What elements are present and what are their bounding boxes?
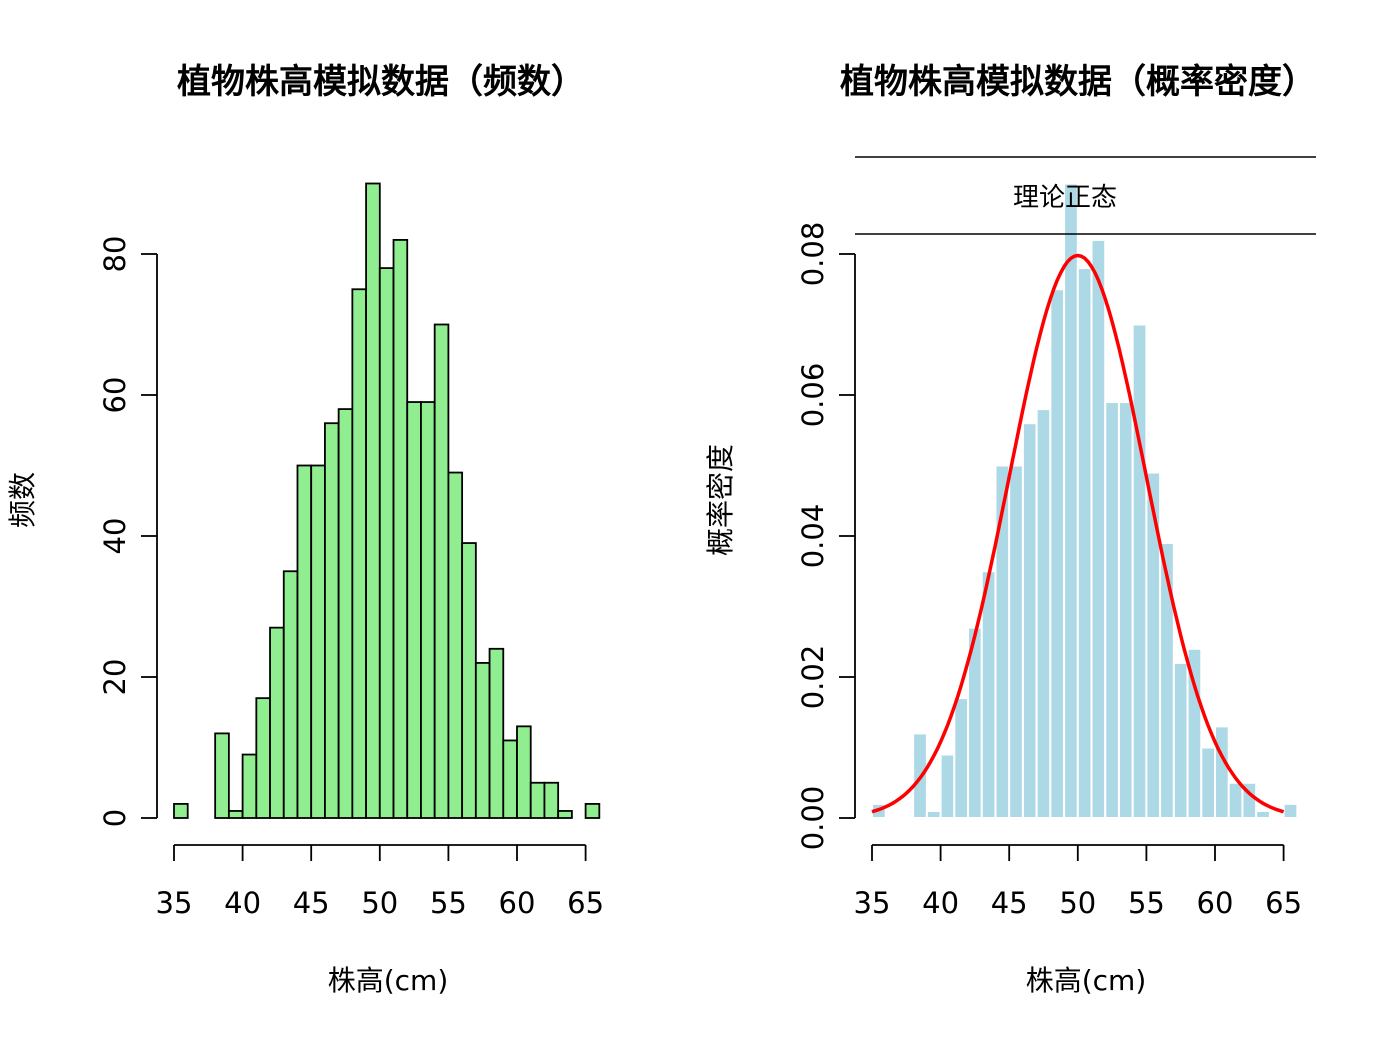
x-tick-label: 40 [224, 886, 261, 920]
histogram-bar [939, 753, 956, 819]
y-tick-label: 40 [98, 518, 132, 555]
y-axis-label-density: 概率密度 [704, 444, 737, 556]
x-tick-label: 60 [1197, 886, 1234, 920]
histogram-bar [1090, 238, 1107, 819]
histogram-bar [337, 408, 354, 819]
histogram-bar [255, 697, 271, 819]
histogram-bar [324, 422, 340, 819]
histogram-bar [1200, 746, 1217, 819]
histogram-bar [1117, 401, 1134, 819]
histogram-bar [447, 471, 464, 819]
histogram-bar [1227, 781, 1244, 819]
histogram-bar [1008, 464, 1024, 819]
histogram-density-panel: 植物株高模拟数据（概率密度） 理论正态 0.00 0.02 0.04 0.06 0.08… [704, 62, 1316, 997]
histogram-bar [351, 288, 367, 819]
histogram-bar [365, 182, 381, 819]
y-axis-frequency: 0 20 40 60 80 [98, 236, 158, 827]
x-tick-label: 55 [430, 886, 467, 920]
histogram-bar [1282, 802, 1299, 820]
histogram-bar [1076, 267, 1093, 820]
y-tick-label: 0 [98, 809, 132, 827]
y-tick-label: 80 [98, 236, 132, 273]
histogram-bar [1131, 323, 1148, 819]
histogram-bar [214, 732, 230, 819]
x-tick-label: 50 [1059, 886, 1096, 920]
histogram-bar [392, 238, 409, 819]
histogram-bar [516, 725, 532, 819]
histogram-bar [1145, 471, 1162, 819]
histogram-bar [1255, 809, 1271, 820]
x-tick-label: 55 [1128, 886, 1165, 920]
histogram-bar [420, 401, 436, 819]
histogram-bar [488, 647, 505, 819]
histogram-bar [282, 570, 299, 819]
histogram-bar [406, 401, 422, 819]
x-tick-label: 50 [361, 886, 398, 920]
y-tick-label: 60 [98, 377, 132, 414]
histogram-bar [1172, 661, 1189, 820]
histogram-bar [474, 662, 491, 819]
histogram-bar [502, 739, 518, 819]
legend: 理论正态 [855, 156, 1316, 235]
histogram-bar [433, 323, 450, 819]
y-axis-label-frequency: 频数 [6, 472, 39, 528]
histogram-bar [173, 803, 189, 819]
histogram-bars-frequency [173, 182, 601, 819]
normal-curve-line [871, 253, 1285, 814]
x-axis-density: 35 40 45 50 55 60 65 [854, 844, 1302, 920]
y-tick-label: 0.08 [796, 222, 830, 287]
histogram-bar [461, 542, 477, 819]
chart-title-density: 植物株高模拟数据（概率密度） [840, 62, 1316, 102]
histogram-bar [1035, 408, 1052, 819]
x-tick-label: 35 [854, 886, 891, 920]
histogram-bar [1049, 288, 1066, 819]
histogram-bar [543, 781, 560, 819]
x-axis-label-density: 株高(cm) [1026, 964, 1147, 997]
histogram-frequency-panel: 植物株高模拟数据（频数） 0 20 40 60 80 35 40 45 50 55 60 65 株高… [6, 62, 604, 997]
y-axis-density: 0.00 0.02 0.04 0.06 0.08 [796, 222, 856, 851]
histogram-bar [557, 810, 573, 819]
y-tick-label: 20 [98, 659, 132, 696]
x-tick-label: 35 [156, 886, 193, 920]
legend-label-normal: 理论正态 [1013, 183, 1117, 213]
x-tick-label: 65 [567, 886, 604, 920]
histogram-bar [953, 697, 970, 820]
histogram-bar [1063, 182, 1079, 819]
x-tick-label: 40 [922, 886, 959, 920]
x-tick-label: 45 [991, 886, 1028, 920]
y-tick-label: 0.04 [796, 504, 830, 569]
histogram-bar [227, 810, 244, 819]
x-tick-label: 60 [499, 886, 536, 920]
y-tick-label: 0.00 [796, 786, 830, 851]
x-axis-frequency: 35 40 45 50 55 60 65 [156, 844, 604, 920]
histogram-bar [1104, 401, 1120, 819]
histogram-bar [529, 781, 546, 819]
histogram-bar [378, 267, 395, 819]
y-tick-label: 0.06 [796, 363, 830, 428]
histogram-bar [269, 626, 285, 819]
histogram-bar [296, 464, 313, 819]
x-tick-label: 45 [293, 886, 330, 920]
x-axis-label-frequency: 株高(cm) [328, 964, 449, 997]
histogram-bar [980, 570, 997, 819]
chart-title-frequency: 植物株高模拟数据（频数） [177, 62, 585, 102]
x-tick-label: 65 [1265, 886, 1302, 920]
histogram-bar [1021, 422, 1038, 819]
histogram-bars-density [871, 182, 1299, 820]
histogram-bar [925, 809, 942, 820]
histogram-bar [241, 753, 258, 819]
histogram-bar [1214, 725, 1230, 819]
histogram-bar [584, 803, 601, 819]
y-tick-label: 0.02 [796, 645, 830, 710]
histogram-bar [310, 464, 326, 819]
